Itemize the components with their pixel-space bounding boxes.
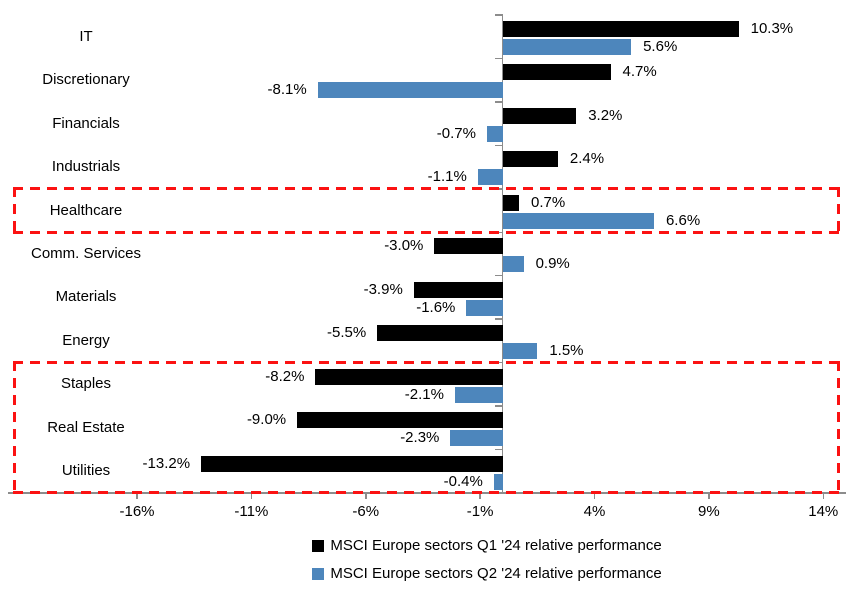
legend-label-q2: MSCI Europe sectors Q2 '24 relative perf… xyxy=(330,565,662,582)
legend-swatch-q1 xyxy=(312,540,325,552)
value-label-energy-q1: -5.5% xyxy=(327,324,367,342)
category-axis-tick xyxy=(494,405,503,407)
value-label-utilities-q2: -0.4% xyxy=(443,472,483,490)
category-label-staples: Staples xyxy=(60,375,112,393)
bar-financials-q1 xyxy=(503,107,577,124)
category-axis-tick xyxy=(494,274,503,277)
category-axis-tick xyxy=(494,14,503,16)
value-label-it-q1: 10.3% xyxy=(750,20,794,37)
bar-utilities-q1 xyxy=(201,455,503,472)
value-label-materials-q2: -1.6% xyxy=(416,298,456,316)
bar-materials-q1 xyxy=(413,281,503,298)
bar-discretionary-q1 xyxy=(503,64,611,81)
category-axis-tick xyxy=(494,361,503,364)
bar-staples-q1 xyxy=(315,368,503,385)
legend-item-q2: MSCI Europe sectors Q2 '24 relative perf… xyxy=(312,564,662,584)
category-label-healthcare: Healthcare xyxy=(49,201,123,219)
value-label-comm-services-q2: 0.9% xyxy=(535,255,570,273)
category-label-energy: Energy xyxy=(62,331,110,349)
value-axis-tick xyxy=(365,492,367,499)
value-label-industrials-q1: 2.4% xyxy=(569,150,605,168)
value-label-healthcare-q2: 6.6% xyxy=(665,211,701,229)
category-axis-tick xyxy=(494,144,503,147)
bar-real-estate-q2 xyxy=(450,430,503,447)
bar-comm-services-q1 xyxy=(434,238,503,255)
x-tick-label-6: -6% xyxy=(352,503,380,520)
bar-comm-services-q2 xyxy=(503,256,524,273)
legend-label-q1: MSCI Europe sectors Q1 '24 relative perf… xyxy=(330,537,662,554)
value-axis-tick xyxy=(593,492,596,499)
legend-item-q1: MSCI Europe sectors Q1 '24 relative perf… xyxy=(312,536,662,556)
category-label-materials: Materials xyxy=(55,288,117,306)
value-label-it-q2: 5.6% xyxy=(643,38,678,55)
value-label-comm-services-q1: -3.0% xyxy=(384,237,424,255)
bar-it-q2 xyxy=(503,39,632,55)
x-tick-label-4: 4% xyxy=(583,503,606,520)
category-axis-tick xyxy=(494,318,503,320)
value-axis-tick xyxy=(708,492,710,499)
x-tick-label-14: 14% xyxy=(808,503,839,520)
value-label-financials-q2: -0.7% xyxy=(436,124,476,142)
bar-industrials-q2 xyxy=(477,169,503,186)
bar-materials-q2 xyxy=(466,299,503,316)
value-axis-tick xyxy=(479,492,481,499)
category-axis-tick xyxy=(494,188,503,190)
value-axis-tick xyxy=(250,492,253,499)
value-label-healthcare-q1: 0.7% xyxy=(531,193,566,211)
category-axis-tick xyxy=(494,231,503,234)
category-label-it: IT xyxy=(79,27,93,45)
category-axis-tick xyxy=(494,448,503,451)
value-label-staples-q2: -2.1% xyxy=(404,385,444,403)
bar-healthcare-q1 xyxy=(503,194,519,211)
x-tick-label-1: -1% xyxy=(466,503,494,520)
value-label-financials-q1: 3.2% xyxy=(588,106,623,124)
value-axis-line xyxy=(8,492,846,494)
value-label-discretionary-q2: -8.1% xyxy=(267,81,307,99)
value-label-industrials-q2: -1.1% xyxy=(427,168,467,186)
bar-utilities-q2 xyxy=(493,473,503,490)
bar-energy-q1 xyxy=(377,325,503,342)
value-label-utilities-q1: -13.2% xyxy=(142,454,191,472)
bar-discretionary-q2 xyxy=(317,82,503,99)
value-label-real-estate-q1: -9.0% xyxy=(246,411,287,429)
value-label-materials-q1: -3.9% xyxy=(363,280,403,298)
value-axis-tick xyxy=(822,492,824,499)
category-label-discretionary: Discretionary xyxy=(42,71,130,89)
value-label-real-estate-q2: -2.3% xyxy=(400,429,440,447)
bar-it-q1 xyxy=(503,21,739,37)
category-label-real-estate: Real Estate xyxy=(47,418,125,436)
value-label-energy-q2: 1.5% xyxy=(549,342,584,360)
x-tick-label-11: -11% xyxy=(234,503,269,520)
category-axis-tick xyxy=(494,101,503,103)
legend: MSCI Europe sectors Q1 '24 relative perf… xyxy=(132,536,842,584)
value-label-staples-q1: -8.2% xyxy=(265,367,305,385)
bar-real-estate-q1 xyxy=(297,412,503,429)
value-axis-tick xyxy=(136,492,138,499)
bar-energy-q2 xyxy=(503,343,538,360)
bar-industrials-q1 xyxy=(503,151,558,168)
bar-staples-q2 xyxy=(454,386,503,403)
legend-swatch-q2 xyxy=(312,568,325,580)
value-label-discretionary-q1: 4.7% xyxy=(622,63,657,81)
x-tick-label-9: 9% xyxy=(698,503,720,520)
category-axis-tick xyxy=(494,57,503,60)
bar-financials-q2 xyxy=(486,125,503,142)
category-label-financials: Financials xyxy=(52,114,120,132)
category-label-industrials: Industrials xyxy=(51,158,121,176)
x-tick-label-16: -16% xyxy=(119,503,155,520)
category-label-comm-services: Comm. Services xyxy=(30,245,142,262)
bar-healthcare-q2 xyxy=(503,212,654,229)
